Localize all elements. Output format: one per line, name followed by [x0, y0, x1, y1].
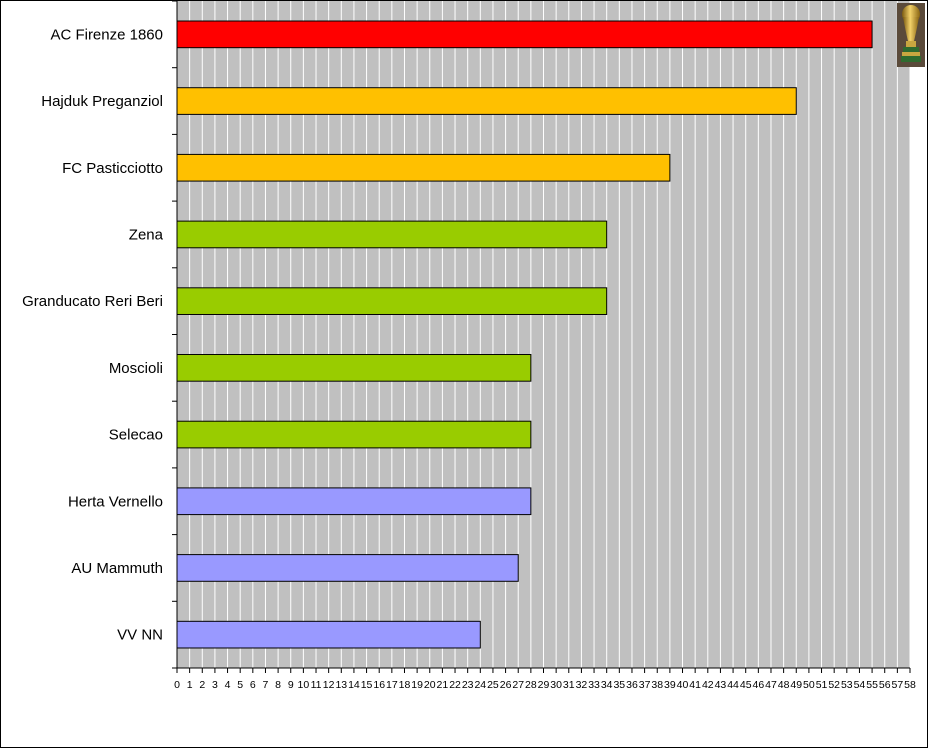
x-tick-label: 39: [664, 679, 676, 691]
x-tick-label: 18: [399, 679, 411, 691]
bar-au-mammuth: [176, 554, 519, 582]
bar-herta-vernello: [176, 487, 532, 516]
bar-zena: [176, 220, 608, 249]
x-tick-label: 7: [263, 679, 269, 691]
x-tick-label: 27: [512, 679, 524, 691]
x-tick-label: 36: [626, 679, 638, 691]
x-tick-label: 53: [841, 679, 853, 691]
x-tick-label: 28: [525, 679, 537, 691]
trophy-icon: [897, 3, 925, 67]
x-tick-label: 43: [715, 679, 727, 691]
x-tick-label: 50: [803, 679, 815, 691]
x-tick-label: 41: [689, 679, 701, 691]
x-tick-label: 11: [311, 679, 322, 691]
x-tick-label: 16: [373, 679, 385, 691]
category-label: AU Mammuth: [71, 560, 163, 577]
category-label: Hajduk Preganziol: [41, 93, 163, 110]
x-tick-label: 33: [588, 679, 600, 691]
x-tick-label: 23: [462, 679, 474, 691]
x-tick-label: 35: [613, 679, 625, 691]
x-tick-label: 29: [538, 679, 550, 691]
x-tick-labels: 0 1 2 3 4 5 6 7 8 9 10 11 12 13 14 15 16 17 18 19 20 21 22 23 24…: [174, 679, 916, 691]
x-tick-label: 57: [892, 679, 904, 691]
x-tick-label: 49: [790, 679, 802, 691]
x-tick-label: 19: [411, 679, 423, 691]
x-tick-label: 46: [753, 679, 765, 691]
x-tick-label: 15: [361, 679, 373, 691]
category-labels: AC Firenze 1860 Hajduk Preganziol FC Pasti…: [22, 26, 164, 643]
x-tick-label: 9: [288, 679, 294, 691]
bar-fc-pasticciotto: [176, 153, 671, 182]
bars: [176, 20, 873, 649]
x-tick-label: 22: [449, 679, 461, 691]
bar-selecao: [176, 420, 532, 449]
bar-vv-nn: [176, 620, 481, 649]
x-tick-label: 55: [866, 679, 878, 691]
bar-granducato-reri-beri: [176, 287, 608, 315]
category-label: Zena: [129, 226, 164, 243]
x-tick-label: 45: [740, 679, 752, 691]
category-label: Granducato Reri Beri: [22, 293, 163, 310]
bar-hajduk-preganziol: [176, 87, 797, 115]
x-tick-label: 6: [250, 679, 256, 691]
x-tick-label: 2: [199, 679, 205, 691]
x-tick-label: 3: [212, 679, 218, 691]
x-tick-label: 51: [816, 679, 828, 691]
x-tick-label: 14: [348, 679, 360, 691]
x-tick-label: 48: [778, 679, 790, 691]
category-label: Selecao: [109, 427, 163, 444]
x-tick-label: 40: [677, 679, 689, 691]
x-tick-label: 47: [765, 679, 777, 691]
x-tick-label: 38: [651, 679, 663, 691]
x-tick-label: 1: [187, 679, 193, 691]
x-tick-label: 25: [487, 679, 499, 691]
category-label: FC Pasticciotto: [62, 160, 163, 177]
x-tick-label: 30: [550, 679, 562, 691]
x-tick-label: 34: [601, 679, 613, 691]
x-tick-label: 31: [563, 679, 575, 691]
x-tick-label: 10: [298, 679, 310, 691]
x-tick-label: 32: [576, 679, 588, 691]
x-tick-label: 26: [500, 679, 512, 691]
x-tick-label: 44: [727, 679, 739, 691]
bar-ac-firenze-1860: [176, 20, 873, 49]
x-tick-label: 37: [639, 679, 651, 691]
category-label: Herta Vernello: [68, 493, 163, 510]
axes: [172, 1, 911, 673]
category-label: AC Firenze 1860: [50, 26, 163, 43]
x-tick-label: 56: [879, 679, 891, 691]
x-tick-label: 21: [437, 679, 449, 691]
bar-moscioli: [176, 354, 532, 382]
x-tick-label: 42: [702, 679, 714, 691]
x-tick-label: 20: [424, 679, 436, 691]
category-label: Moscioli: [109, 360, 163, 377]
x-tick-label: 54: [854, 679, 866, 691]
x-tick-label: 13: [335, 679, 347, 691]
x-tick-label: 0: [174, 679, 180, 691]
x-tick-label: 58: [904, 679, 916, 691]
x-tick-label: 8: [275, 679, 281, 691]
x-tick-label: 4: [225, 679, 231, 691]
x-tick-label: 17: [386, 679, 398, 691]
x-tick-label: 24: [474, 679, 486, 691]
x-tick-label: 5: [237, 679, 243, 691]
category-label: VV NN: [117, 627, 163, 644]
x-tick-label: 52: [828, 679, 840, 691]
x-tick-label: 12: [323, 679, 335, 691]
